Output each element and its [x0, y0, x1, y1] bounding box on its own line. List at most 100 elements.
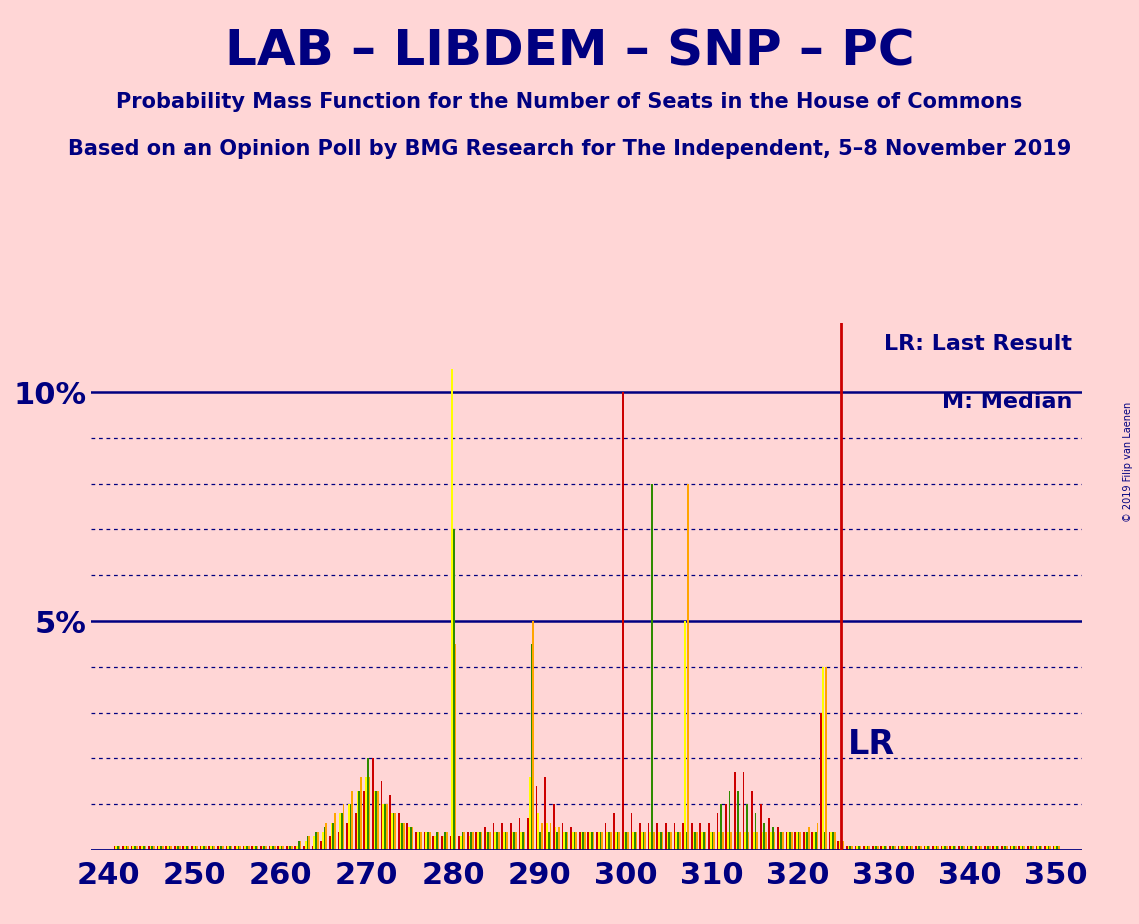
Bar — [1018, 845, 1021, 850]
Bar — [624, 832, 625, 850]
Bar — [507, 832, 508, 850]
Bar — [246, 845, 248, 850]
Bar — [806, 832, 808, 850]
Bar — [631, 813, 632, 850]
Bar — [977, 845, 978, 850]
Bar — [702, 832, 703, 850]
Bar — [357, 791, 359, 850]
Bar — [487, 832, 490, 850]
Bar — [992, 845, 994, 850]
Bar — [616, 832, 618, 850]
Bar — [592, 832, 595, 850]
Bar — [998, 845, 999, 850]
Bar — [510, 822, 511, 850]
Bar — [894, 845, 896, 850]
Bar — [391, 813, 393, 850]
Bar — [705, 832, 706, 850]
Bar — [383, 804, 384, 850]
Bar — [937, 845, 939, 850]
Bar — [1044, 845, 1046, 850]
Bar — [407, 822, 408, 850]
Bar — [1031, 845, 1032, 850]
Bar — [255, 845, 256, 850]
Bar — [141, 845, 142, 850]
Bar — [256, 845, 259, 850]
Bar — [964, 845, 965, 850]
Bar — [443, 836, 444, 850]
Bar — [202, 845, 203, 850]
Bar — [843, 841, 844, 850]
Bar — [918, 845, 920, 850]
Bar — [907, 845, 908, 850]
Bar — [917, 845, 918, 850]
Bar — [755, 813, 756, 850]
Bar — [813, 832, 814, 850]
Bar — [231, 845, 232, 850]
Bar — [313, 836, 316, 850]
Bar — [460, 836, 461, 850]
Bar — [628, 832, 629, 850]
Bar — [195, 845, 196, 850]
Bar — [410, 827, 411, 850]
Bar — [398, 813, 400, 850]
Bar — [437, 832, 440, 850]
Bar — [161, 845, 162, 850]
Bar — [401, 822, 403, 850]
Bar — [446, 832, 448, 850]
Bar — [1013, 845, 1015, 850]
Bar — [925, 845, 927, 850]
Bar — [1009, 845, 1011, 850]
Bar — [994, 845, 995, 850]
Bar — [744, 832, 746, 850]
Bar — [967, 845, 968, 850]
Bar — [182, 845, 185, 850]
Bar — [219, 845, 220, 850]
Bar — [601, 832, 603, 850]
Bar — [833, 832, 834, 850]
Bar — [858, 845, 860, 850]
Bar — [434, 836, 436, 850]
Bar — [811, 832, 813, 850]
Bar — [203, 845, 205, 850]
Bar — [911, 845, 913, 850]
Bar — [942, 845, 944, 850]
Bar — [1038, 845, 1039, 850]
Bar — [846, 845, 847, 850]
Bar — [753, 832, 755, 850]
Bar — [915, 845, 917, 850]
Bar — [475, 832, 477, 850]
Bar — [1041, 845, 1042, 850]
Bar — [691, 822, 693, 850]
Bar — [708, 822, 710, 850]
Bar — [192, 845, 195, 850]
Bar — [272, 845, 273, 850]
Bar — [522, 832, 524, 850]
Bar — [360, 777, 362, 850]
Bar — [498, 832, 500, 850]
Bar — [782, 832, 784, 850]
Bar — [330, 822, 333, 850]
Bar — [765, 832, 767, 850]
Bar — [877, 845, 878, 850]
Bar — [453, 529, 454, 850]
Bar — [329, 836, 330, 850]
Bar — [1055, 845, 1056, 850]
Bar — [262, 845, 263, 850]
Bar — [350, 804, 351, 850]
Bar — [830, 832, 833, 850]
Bar — [675, 832, 677, 850]
Bar — [287, 845, 289, 850]
Bar — [386, 804, 387, 850]
Bar — [1049, 845, 1051, 850]
Bar — [156, 845, 158, 850]
Bar — [411, 827, 413, 850]
Bar — [712, 832, 713, 850]
Bar — [719, 832, 720, 850]
Bar — [548, 832, 549, 850]
Bar — [1029, 845, 1031, 850]
Bar — [822, 667, 823, 850]
Bar — [343, 804, 344, 850]
Bar — [868, 845, 870, 850]
Bar — [295, 845, 296, 850]
Bar — [226, 845, 228, 850]
